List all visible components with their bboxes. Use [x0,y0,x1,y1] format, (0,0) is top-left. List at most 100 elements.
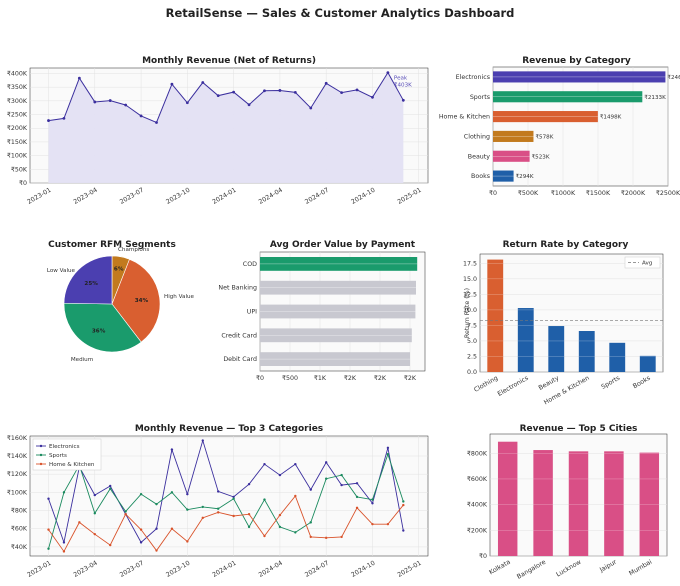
legend-label: Electronics [49,444,80,450]
y-tick-label: ₹400K [7,70,28,77]
chart-title: Avg Order Value by Payment [270,240,416,250]
x-tick-label: ₹2K [374,375,387,382]
category-label: Electronics [497,375,530,398]
chart-title: Customer RFM Segments [48,240,176,250]
series-point [109,487,112,490]
x-tick-label: ₹1500K [586,190,611,197]
revenue-point [139,114,143,118]
value-label: ₹2133K [644,94,666,101]
series-point [47,497,50,500]
y-tick-label: ₹150K [7,139,28,146]
series-point [201,505,204,509]
series-point [371,498,374,501]
category-label: Beauty [468,153,491,160]
value-label: ₹294K [516,173,534,180]
y-tick-label: ₹60K [11,526,28,533]
value-label: ₹523K [532,153,550,160]
x-tick-label: 2024-04 [258,187,284,206]
return-bar [578,331,595,372]
revenue-point [278,89,282,92]
value-label: ₹2463K [667,74,680,81]
series-point [294,494,297,498]
category-label: Sports [600,375,621,391]
series-point [109,543,112,547]
value-label: ₹1498K [600,114,622,121]
x-tick-label: ₹500K [518,190,539,197]
x-tick-label: ₹2K [404,375,417,382]
city-bar [639,452,660,556]
revenue-point [201,81,205,84]
dashboard-title: RetailSense — Sales & Customer Analytics… [165,6,515,20]
city-label: Kolkata [488,559,512,577]
return-bar [487,259,504,372]
y-tick-label: ₹160K [7,435,28,442]
series-point [170,448,174,451]
series-point [294,531,297,534]
revenue-point [371,95,374,99]
series-point [217,490,220,493]
value-label: ₹578K [535,133,553,140]
category-label: Electronics [456,74,490,81]
chart-title: Revenue by Category [522,56,631,66]
rfm-segments-chart: Customer RFM Segments 6% Champions 34% High … [47,240,195,363]
series-point [139,541,143,544]
y-tick-label: ₹600K [467,476,488,483]
y-tick-label: 2.5 [467,353,477,360]
series-point [340,483,343,487]
y-tick-label: ₹100K [7,153,28,160]
series-point [263,462,266,466]
series-point [386,452,390,456]
y-tick-label: 0.0 [467,369,477,376]
chart-title: Revenue — Top 5 Cities [520,424,638,434]
series-point [62,491,66,494]
pie-segment-label: Medium [71,357,93,363]
legend-marker [39,444,43,448]
revenue-point [232,90,236,94]
series-point [217,507,220,510]
revenue-point [401,98,405,102]
x-tick-label: 2023-07 [119,187,145,206]
y-axis-label: Return Rate (%) [464,288,471,338]
series-point [124,510,127,513]
chart-title: Return Rate by Category [503,240,629,250]
x-tick-label: ₹0 [256,375,264,382]
legend-label: Home & Kitchen [49,462,95,468]
series-point [402,503,405,507]
category-label: Beauty [537,375,560,392]
series-point [155,502,158,506]
series-point [324,461,328,464]
y-tick-label: ₹350K [7,84,28,91]
city-bar [604,451,624,556]
revenue-point [324,81,328,85]
x-tick-label: ₹2000K [621,190,646,197]
series-point [186,540,189,543]
series-point [232,497,235,500]
revenue-point [216,94,220,98]
pie-pct-label: 25% [84,281,98,287]
series-point [93,493,96,497]
peak-annotation: Peak [394,76,408,82]
plot-area [492,66,669,187]
x-tick-label: 2023-04 [73,187,99,206]
legend-avg-label: Avg [642,261,653,267]
payment-label: Credit Card [221,332,257,339]
category-label: Sports [470,94,490,101]
pie-slice [111,258,161,343]
chart-title: Monthly Revenue (Net of Returns) [142,56,316,66]
series-point [371,522,374,526]
y-tick-label: ₹100K [7,489,28,496]
y-tick-label: ₹200K [7,125,28,132]
series-point [324,536,328,540]
payment-label: UPI [247,309,257,316]
y-tick-label: ₹80K [11,508,28,515]
revenue-line [48,71,404,124]
series-point [186,492,189,496]
monthly-revenue-chart: Monthly Revenue (Net of Returns) ₹0 ₹50K ₹1… [7,56,429,206]
y-tick-label: ₹0 [479,553,487,560]
series-point [278,473,282,477]
category-label: Books [632,375,652,391]
revenue-point [340,91,344,95]
series-point [186,508,189,511]
pie-pct-label: 36% [92,329,106,335]
return-bar [609,342,626,372]
